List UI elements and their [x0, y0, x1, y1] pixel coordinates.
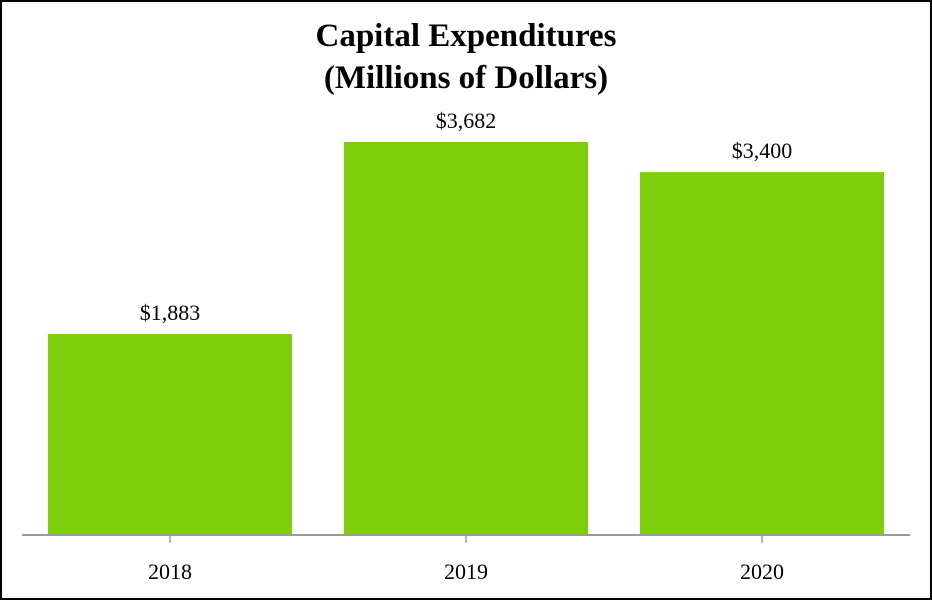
- x-tick-label-2020: 2020: [740, 559, 784, 584]
- bar-2018: [48, 334, 292, 535]
- value-label-2019: $3,682: [436, 108, 497, 133]
- x-tick-label-2018: 2018: [148, 559, 192, 584]
- chart-subtitle: (Millions of Dollars): [323, 60, 609, 96]
- bar-2020: [640, 172, 884, 535]
- value-label-2020: $3,400: [732, 138, 793, 163]
- x-tick-label-2019: 2019: [444, 559, 488, 584]
- value-label-2018: $1,883: [140, 300, 201, 325]
- bar-2019: [344, 142, 588, 535]
- chart-title: Capital Expenditures: [315, 18, 617, 54]
